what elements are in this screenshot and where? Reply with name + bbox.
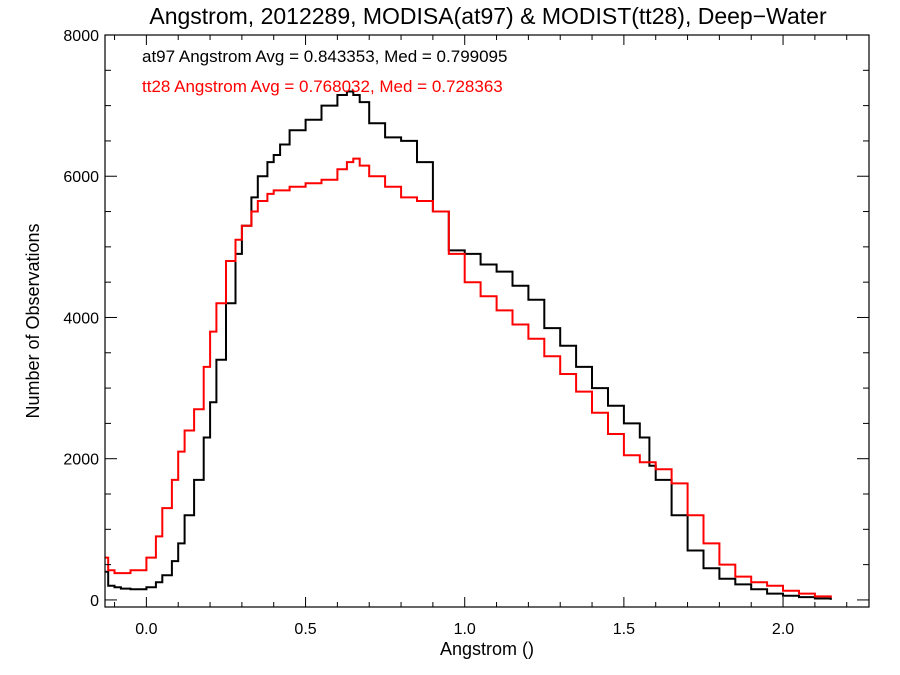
x-tick-label: 0.0: [135, 621, 157, 638]
x-tick-label: 1.0: [454, 621, 476, 638]
y-axis-label: Number of Observations: [23, 223, 43, 418]
annotation-at97-stats: at97 Angstrom Avg = 0.843353, Med = 0.79…: [142, 47, 507, 66]
series-line-tt28: [105, 157, 832, 598]
series-line-at97: [105, 90, 832, 600]
ticks-layer: 0.0 0.5 1.0 1.5 2.0 0 2000 4000 6000 8000: [63, 28, 869, 638]
x-tick-label: 2.0: [772, 621, 794, 638]
y-tick-label: 2000: [63, 452, 99, 469]
series-layer: [105, 90, 832, 600]
x-axis-label: Angstrom (): [440, 639, 534, 659]
plot-frame: [104, 34, 870, 608]
y-tick-label: 8000: [63, 28, 99, 45]
chart-title: Angstrom, 2012289, MODISA(at97) & MODIST…: [149, 3, 827, 29]
annotation-tt28-stats: tt28 Angstrom Avg = 0.768032, Med = 0.72…: [142, 77, 503, 96]
y-tick-label: 4000: [63, 310, 99, 327]
x-tick-label: 0.5: [294, 621, 316, 638]
x-tick-label: 1.5: [613, 621, 635, 638]
y-tick-label: 6000: [63, 169, 99, 186]
y-tick-label: 0: [90, 593, 99, 610]
